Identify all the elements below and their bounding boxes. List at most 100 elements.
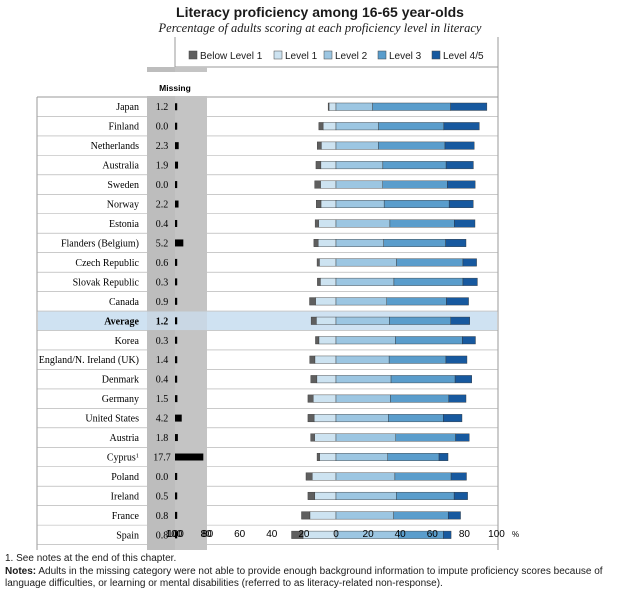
missing-bar-cyprus	[175, 453, 204, 461]
bar-below1-korea	[315, 336, 320, 345]
x-axis-tick: 60	[427, 529, 439, 540]
bar-below1-england-n-ireland-uk	[309, 355, 316, 364]
x-axis-unit: %	[512, 530, 519, 539]
bar-below1-slovak-republic	[317, 277, 321, 286]
legend-label-level-1: Level 1	[285, 51, 318, 62]
missing-value-cyprus: 17.7	[153, 453, 171, 464]
missing-bar-spain	[175, 531, 178, 539]
bar-level3-austria	[395, 433, 456, 442]
bar-level3-korea	[395, 336, 463, 345]
x-axis-tick: 0	[333, 529, 339, 540]
bar-level3-average	[389, 316, 451, 325]
bar-level2-poland	[335, 472, 396, 481]
bar-level1-average	[316, 316, 337, 325]
country-label-spain: Spain	[116, 530, 139, 541]
country-label-japan: Japan	[116, 102, 139, 113]
bar-level2-netherlands	[335, 141, 379, 150]
bar-below1-denmark	[310, 375, 318, 384]
bar-level1-ireland	[314, 491, 337, 500]
bar-level45-flanders-belgium	[445, 238, 467, 247]
missing-value-united-states: 4.2	[156, 414, 169, 425]
missing-value-ireland: 0.5	[156, 491, 169, 502]
missing-value-slovak-republic: 0.3	[156, 277, 169, 288]
missing-bar-finland	[175, 122, 178, 130]
bar-below1-sweden	[314, 180, 321, 189]
bar-level3-japan	[372, 102, 451, 111]
notes-label: Notes:	[5, 566, 37, 577]
bar-level1-poland	[312, 472, 337, 481]
bar-level1-canada	[315, 297, 337, 306]
footnote-notes: Notes: Adults in the missing category we…	[5, 566, 630, 590]
missing-bar-england-n-ireland-uk	[175, 356, 178, 364]
missing-header-bg	[147, 72, 207, 96]
bar-level45-sweden	[447, 180, 476, 189]
bar-level2-finland	[335, 122, 379, 131]
missing-value-canada: 0.9	[156, 297, 169, 308]
legend-label-level-4-5: Level 4/5	[443, 51, 484, 62]
bar-level3-germany	[390, 394, 450, 403]
bar-level1-norway	[320, 200, 337, 208]
missing-value-austria: 1.8	[156, 433, 169, 444]
bar-level1-flanders-belgium	[317, 238, 337, 247]
missing-value-korea: 0.3	[156, 336, 169, 347]
bar-level3-cyprus	[387, 453, 440, 461]
country-label-denmark: Denmark	[102, 375, 139, 386]
bar-level45-finland	[443, 122, 480, 131]
bar-level45-cyprus	[438, 453, 449, 461]
bar-below1-france	[301, 511, 311, 520]
bar-below1-australia	[315, 161, 322, 170]
bar-below1-united-states	[307, 414, 315, 423]
country-label-norway: Norway	[107, 200, 139, 211]
missing-value-spain: 0.8	[156, 530, 169, 541]
bar-level2-korea	[335, 336, 396, 345]
bar-below1-finland	[318, 122, 324, 131]
x-axis-tick: 100	[488, 529, 505, 540]
missing-axis-tick: 100	[166, 529, 183, 540]
bar-level3-flanders-belgium	[383, 238, 446, 247]
literacy-chart: Below Level 1 Level 1 Level 2 Level 3 Level …	[36, 37, 519, 550]
bar-level2-cyprus	[335, 453, 388, 461]
missing-axis-tick: 80	[200, 529, 212, 540]
country-label-estonia: Estonia	[109, 219, 140, 230]
bar-below1-czech-republic	[316, 258, 320, 267]
bar-level2-canada	[335, 297, 387, 306]
bar-level45-denmark	[454, 375, 472, 384]
bar-level45-average	[450, 316, 470, 325]
bar-level45-spain	[443, 530, 452, 539]
country-label-australia: Australia	[102, 161, 139, 172]
country-label-ireland: Ireland	[111, 491, 139, 502]
bar-level45-canada	[446, 297, 469, 306]
legend-label-level-3: Level 3	[389, 51, 422, 62]
missing-bar-austria	[175, 434, 178, 442]
missing-value-australia: 1.9	[156, 161, 169, 172]
missing-bar-united-states	[175, 414, 182, 422]
missing-value-england-n-ireland-uk: 1.4	[156, 355, 169, 366]
bar-level3-finland	[378, 122, 445, 131]
bar-below1-germany	[307, 394, 314, 403]
bar-level3-france	[393, 511, 449, 520]
missing-bar-flanders-belgium	[175, 239, 184, 247]
country-label-england-n-ireland-uk: England/N. Ireland (UK)	[39, 355, 139, 366]
country-label-france: France	[112, 511, 140, 522]
bar-level3-norway	[383, 200, 450, 208]
country-label-flanders-belgium: Flanders (Belgium)	[61, 238, 139, 249]
legend-swatch-level-1	[273, 50, 283, 60]
bar-level2-sweden	[335, 180, 383, 189]
x-axis-tick: 20	[363, 529, 375, 540]
missing-bar-poland	[175, 472, 178, 480]
bar-below1-poland	[305, 472, 313, 481]
bar-level45-norway	[448, 200, 474, 208]
bar-level2-norway	[335, 200, 385, 208]
bar-level45-australia	[445, 161, 474, 170]
bar-level2-flanders-belgium	[335, 238, 384, 247]
missing-value-germany: 1.5	[156, 394, 169, 405]
country-label-cyprus: Cyprus1	[107, 452, 139, 464]
bar-level1-austria	[314, 433, 337, 442]
missing-bar-canada	[175, 297, 178, 305]
country-label-netherlands: Netherlands	[91, 141, 139, 152]
bar-level2-austria	[335, 433, 396, 442]
country-label-finland: Finland	[108, 122, 139, 133]
bar-level3-ireland	[396, 491, 455, 500]
bar-level2-germany	[335, 394, 391, 403]
bar-level2-france	[335, 511, 394, 520]
